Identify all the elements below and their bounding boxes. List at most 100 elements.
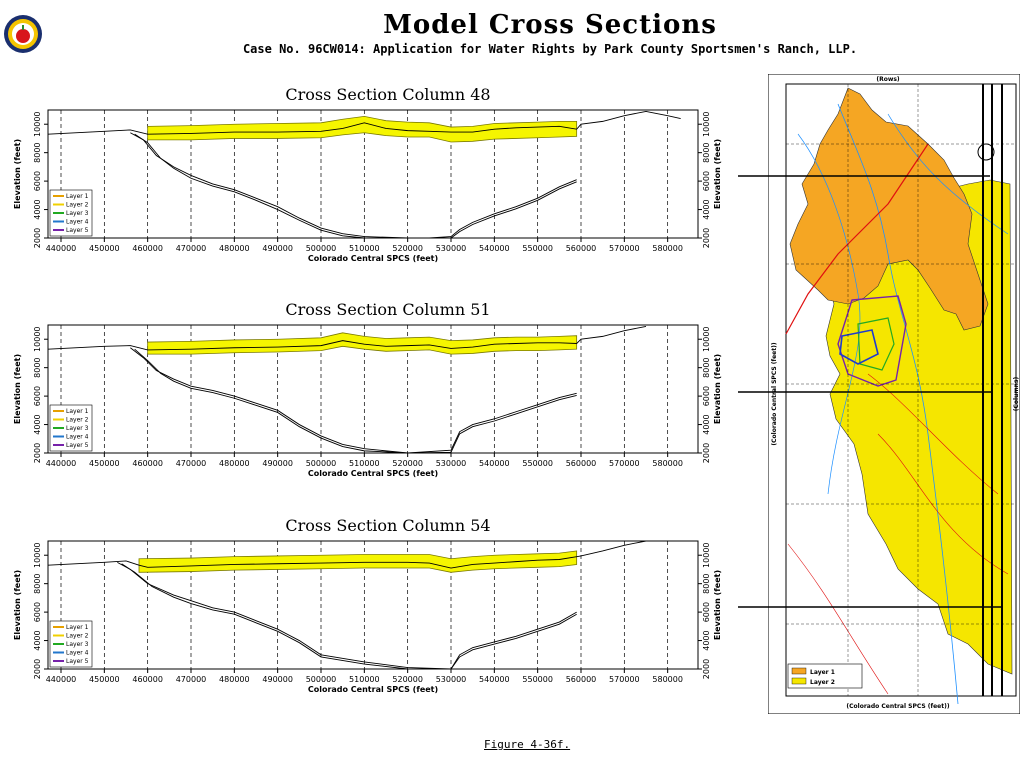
y-tick-label-right: 2000 [702, 659, 711, 679]
legend-label: Layer 2 [66, 202, 89, 209]
y-tick-label-left: 8000 [33, 573, 42, 593]
legend-label: Layer 5 [66, 442, 89, 449]
series-line-surface [47, 540, 647, 569]
y-tick-label-left: 10000 [33, 111, 42, 136]
x-tick-label: 450000 [89, 459, 120, 468]
x-tick-label: 580000 [652, 675, 683, 684]
y-axis-label: Elevation (feet) [13, 139, 22, 209]
x-tick-label: 540000 [479, 244, 510, 253]
layer-band-fill [138, 550, 578, 573]
y-tick-label-left: 10000 [33, 542, 42, 567]
x-axis-label: Colorado Central SPCS (feet) [308, 469, 438, 478]
y-tick-label-left: 8000 [33, 142, 42, 162]
map-road-2 [867, 373, 999, 495]
x-tick-label: 450000 [89, 675, 120, 684]
x-tick-label: 470000 [176, 459, 207, 468]
y-tick-label-right: 6000 [702, 602, 711, 622]
y-tick-label-left: 4000 [33, 414, 42, 434]
x-axis-label: Colorado Central SPCS (feet) [308, 254, 438, 263]
x-tick-label: 440000 [46, 459, 77, 468]
map-right-label: (Columns) [1013, 377, 1020, 412]
y-tick-label-left: 8000 [33, 357, 42, 377]
map-legend-swatch-2 [791, 677, 807, 685]
page-subtitle: Case No. 96CW014: Application for Water … [242, 42, 858, 56]
x-tick-label: 530000 [436, 675, 467, 684]
y-tick-label-right: 10000 [702, 542, 711, 567]
y-tick-label-left: 4000 [33, 199, 42, 219]
y-tick-label-right: 2000 [702, 228, 711, 248]
legend-label: Layer 4 [66, 219, 89, 226]
map-recharge-area [857, 317, 895, 371]
y-tick-label-right: 10000 [702, 111, 711, 136]
y-tick-label-left: 2000 [33, 443, 42, 463]
legend-label: Layer 3 [66, 641, 89, 648]
x-tick-label: 440000 [46, 675, 77, 684]
x-tick-label: 470000 [176, 244, 207, 253]
legend-label: Layer 3 [66, 210, 89, 217]
x-tick-label: 580000 [652, 459, 683, 468]
x-tick-label: 540000 [479, 675, 510, 684]
y-tick-label-left: 10000 [33, 326, 42, 351]
x-tick-label: 500000 [306, 244, 337, 253]
map-stream-2 [797, 133, 861, 495]
x-tick-label: 510000 [349, 459, 380, 468]
layer-band-fill [147, 115, 578, 143]
x-tick-label: 550000 [522, 459, 553, 468]
x-tick-label: 460000 [132, 675, 163, 684]
y-tick-label-right: 4000 [702, 630, 711, 650]
x-tick-label: 460000 [132, 459, 163, 468]
y-tick-label-right: 4000 [702, 414, 711, 434]
legend-label: Layer 5 [66, 227, 89, 234]
x-tick-label: 530000 [436, 459, 467, 468]
x-axis-label: Colorado Central SPCS (feet) [308, 685, 438, 694]
y-tick-label-right: 6000 [702, 386, 711, 406]
legend-label: Layer 1 [66, 624, 89, 631]
map-left-label: (Colorado Central SPCS (feet)) [771, 342, 778, 445]
x-tick-label: 520000 [392, 675, 423, 684]
x-tick-label: 460000 [132, 244, 163, 253]
figure-label: Figure 4-36f. [484, 738, 571, 751]
map-legend-swatch-1 [791, 667, 807, 675]
legend-label: Layer 5 [66, 658, 89, 665]
y-axis-label: Elevation (feet) [13, 354, 22, 424]
x-tick-label: 480000 [219, 459, 250, 468]
map-legend-label-2: Layer 2 [810, 679, 835, 686]
y-tick-label-right: 10000 [702, 326, 711, 351]
x-tick-label: 570000 [609, 244, 640, 253]
map-bottom-label: (Colorado Central SPCS (feet)) [846, 703, 949, 710]
legend-label: Layer 4 [66, 434, 89, 441]
plot-frame [47, 540, 699, 670]
legend-label: Layer 1 [66, 193, 89, 200]
x-tick-label: 450000 [89, 244, 120, 253]
y-tick-label-left: 6000 [33, 171, 42, 191]
series-line-surface [47, 325, 647, 351]
model-layer-band [138, 550, 578, 573]
map-stream-3 [887, 113, 1009, 235]
y-tick-label-right: 2000 [702, 443, 711, 463]
map-grid [786, 84, 1016, 696]
y-tick-label-right: 6000 [702, 171, 711, 191]
y-axis-label-right: Elevation (feet) [713, 354, 722, 424]
legend-label: Layer 4 [66, 650, 89, 657]
x-tick-label: 560000 [566, 244, 597, 253]
x-tick-label: 580000 [652, 244, 683, 253]
y-axis-label: Elevation (feet) [13, 570, 22, 640]
legend-label: Layer 2 [66, 417, 89, 424]
x-tick-label: 490000 [262, 459, 293, 468]
map-layer1-region [789, 87, 989, 331]
x-tick-label: 550000 [522, 244, 553, 253]
county-seal-logo [4, 15, 42, 53]
map-well-field [839, 329, 879, 365]
model-layer-band [147, 115, 578, 143]
series-line-basement [130, 347, 577, 454]
x-tick-label: 520000 [392, 244, 423, 253]
y-tick-label-left: 2000 [33, 228, 42, 248]
chart-title: Cross Section Column 54 [285, 516, 490, 535]
map-top-label: (Rows) [876, 76, 900, 83]
y-tick-label-right: 8000 [702, 142, 711, 162]
map-compass-icon [977, 143, 995, 161]
map-project-boundary [837, 295, 907, 387]
